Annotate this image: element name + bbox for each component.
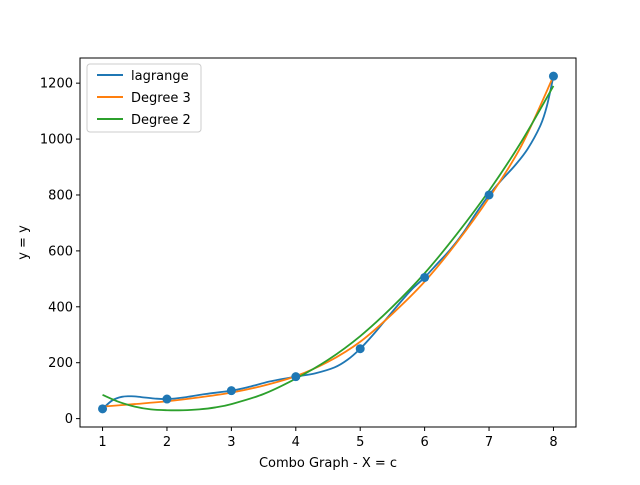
x-tick-label: 3 bbox=[227, 435, 235, 450]
x-tick-label: 8 bbox=[549, 435, 557, 450]
legend-label-degree-3: Degree 3 bbox=[131, 91, 191, 106]
y-tick-label: 800 bbox=[48, 188, 73, 203]
y-tick-label: 200 bbox=[48, 356, 73, 371]
x-tick-label: 2 bbox=[163, 435, 171, 450]
x-axis-ticks: 1 2 3 4 5 6 7 8 bbox=[98, 427, 558, 450]
y-tick-label: 600 bbox=[48, 244, 73, 259]
x-tick-label: 7 bbox=[485, 435, 493, 450]
legend-label-lagrange: lagrange bbox=[131, 69, 189, 84]
x-tick-label: 4 bbox=[292, 435, 300, 450]
data-point bbox=[98, 404, 108, 414]
y-tick-label: 1200 bbox=[40, 77, 73, 92]
plot-frame bbox=[79, 57, 577, 428]
data-point bbox=[226, 386, 236, 396]
data-point bbox=[355, 344, 365, 354]
y-tick-label: 1000 bbox=[40, 133, 73, 148]
legend: lagrange Degree 3 Degree 2 bbox=[86, 63, 202, 133]
data-point bbox=[420, 272, 430, 282]
legend-box bbox=[86, 63, 202, 133]
data-point bbox=[162, 394, 172, 404]
x-tick-label: 6 bbox=[420, 435, 428, 450]
data-point bbox=[548, 71, 558, 81]
y-tick-label: 400 bbox=[48, 300, 73, 315]
x-axis-label: Combo Graph - X = c bbox=[259, 456, 397, 471]
series-line-degree-3 bbox=[102, 75, 555, 408]
y-axis-label: y = y bbox=[16, 225, 31, 260]
data-point bbox=[484, 190, 494, 200]
y-axis-ticks: 0 200 400 600 800 1000 1200 bbox=[40, 77, 80, 427]
x-tick-label: 5 bbox=[356, 435, 364, 450]
y-tick-label: 0 bbox=[65, 412, 73, 427]
points-layer bbox=[98, 71, 558, 414]
legend-label-degree-2: Degree 2 bbox=[131, 113, 191, 128]
series-line-degree-2 bbox=[102, 85, 555, 412]
x-tick-label: 1 bbox=[98, 435, 106, 450]
data-point bbox=[291, 372, 301, 382]
